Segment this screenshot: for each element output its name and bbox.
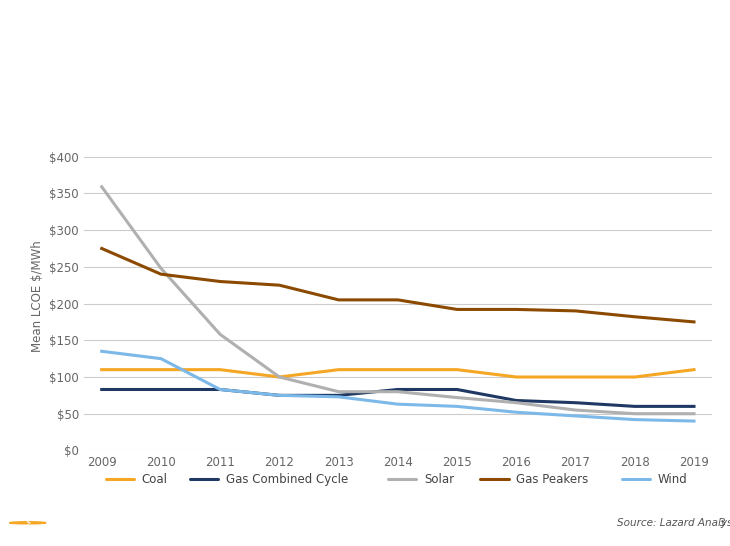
Text: ⚡: ⚡ — [24, 518, 31, 528]
Text: Energy of Utility-Scale Generation: Energy of Utility-Scale Generation — [16, 69, 429, 89]
Circle shape — [9, 522, 46, 524]
Text: 3: 3 — [718, 518, 726, 528]
Text: Historical Unsubsidized Levelized Cost of: Historical Unsubsidized Levelized Cost o… — [16, 22, 515, 43]
Text: Gas Peakers: Gas Peakers — [516, 473, 588, 485]
Text: Wind: Wind — [658, 473, 687, 485]
Text: Source: Lazard Analysis, Nov. 2019: Source: Lazard Analysis, Nov. 2019 — [617, 518, 730, 528]
Text: Solar: Solar — [424, 473, 454, 485]
Text: Gas Combined Cycle: Gas Combined Cycle — [226, 473, 347, 485]
Text: Coal: Coal — [142, 473, 167, 485]
Y-axis label: Mean LCOE $/MWh: Mean LCOE $/MWh — [31, 240, 44, 352]
